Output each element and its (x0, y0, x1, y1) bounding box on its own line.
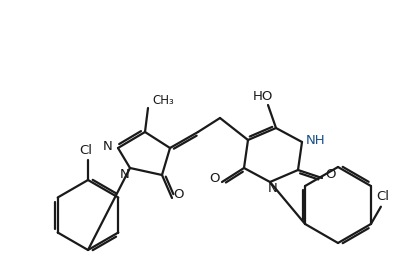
Text: N: N (120, 168, 130, 180)
Text: Cl: Cl (79, 144, 92, 156)
Text: O: O (209, 173, 219, 185)
Text: NH: NH (306, 134, 326, 146)
Text: O: O (173, 188, 183, 200)
Text: CH₃: CH₃ (152, 94, 174, 108)
Text: O: O (325, 169, 335, 181)
Text: Cl: Cl (376, 190, 389, 203)
Text: N: N (103, 140, 113, 154)
Text: HO: HO (253, 90, 273, 104)
Text: N: N (268, 183, 278, 195)
